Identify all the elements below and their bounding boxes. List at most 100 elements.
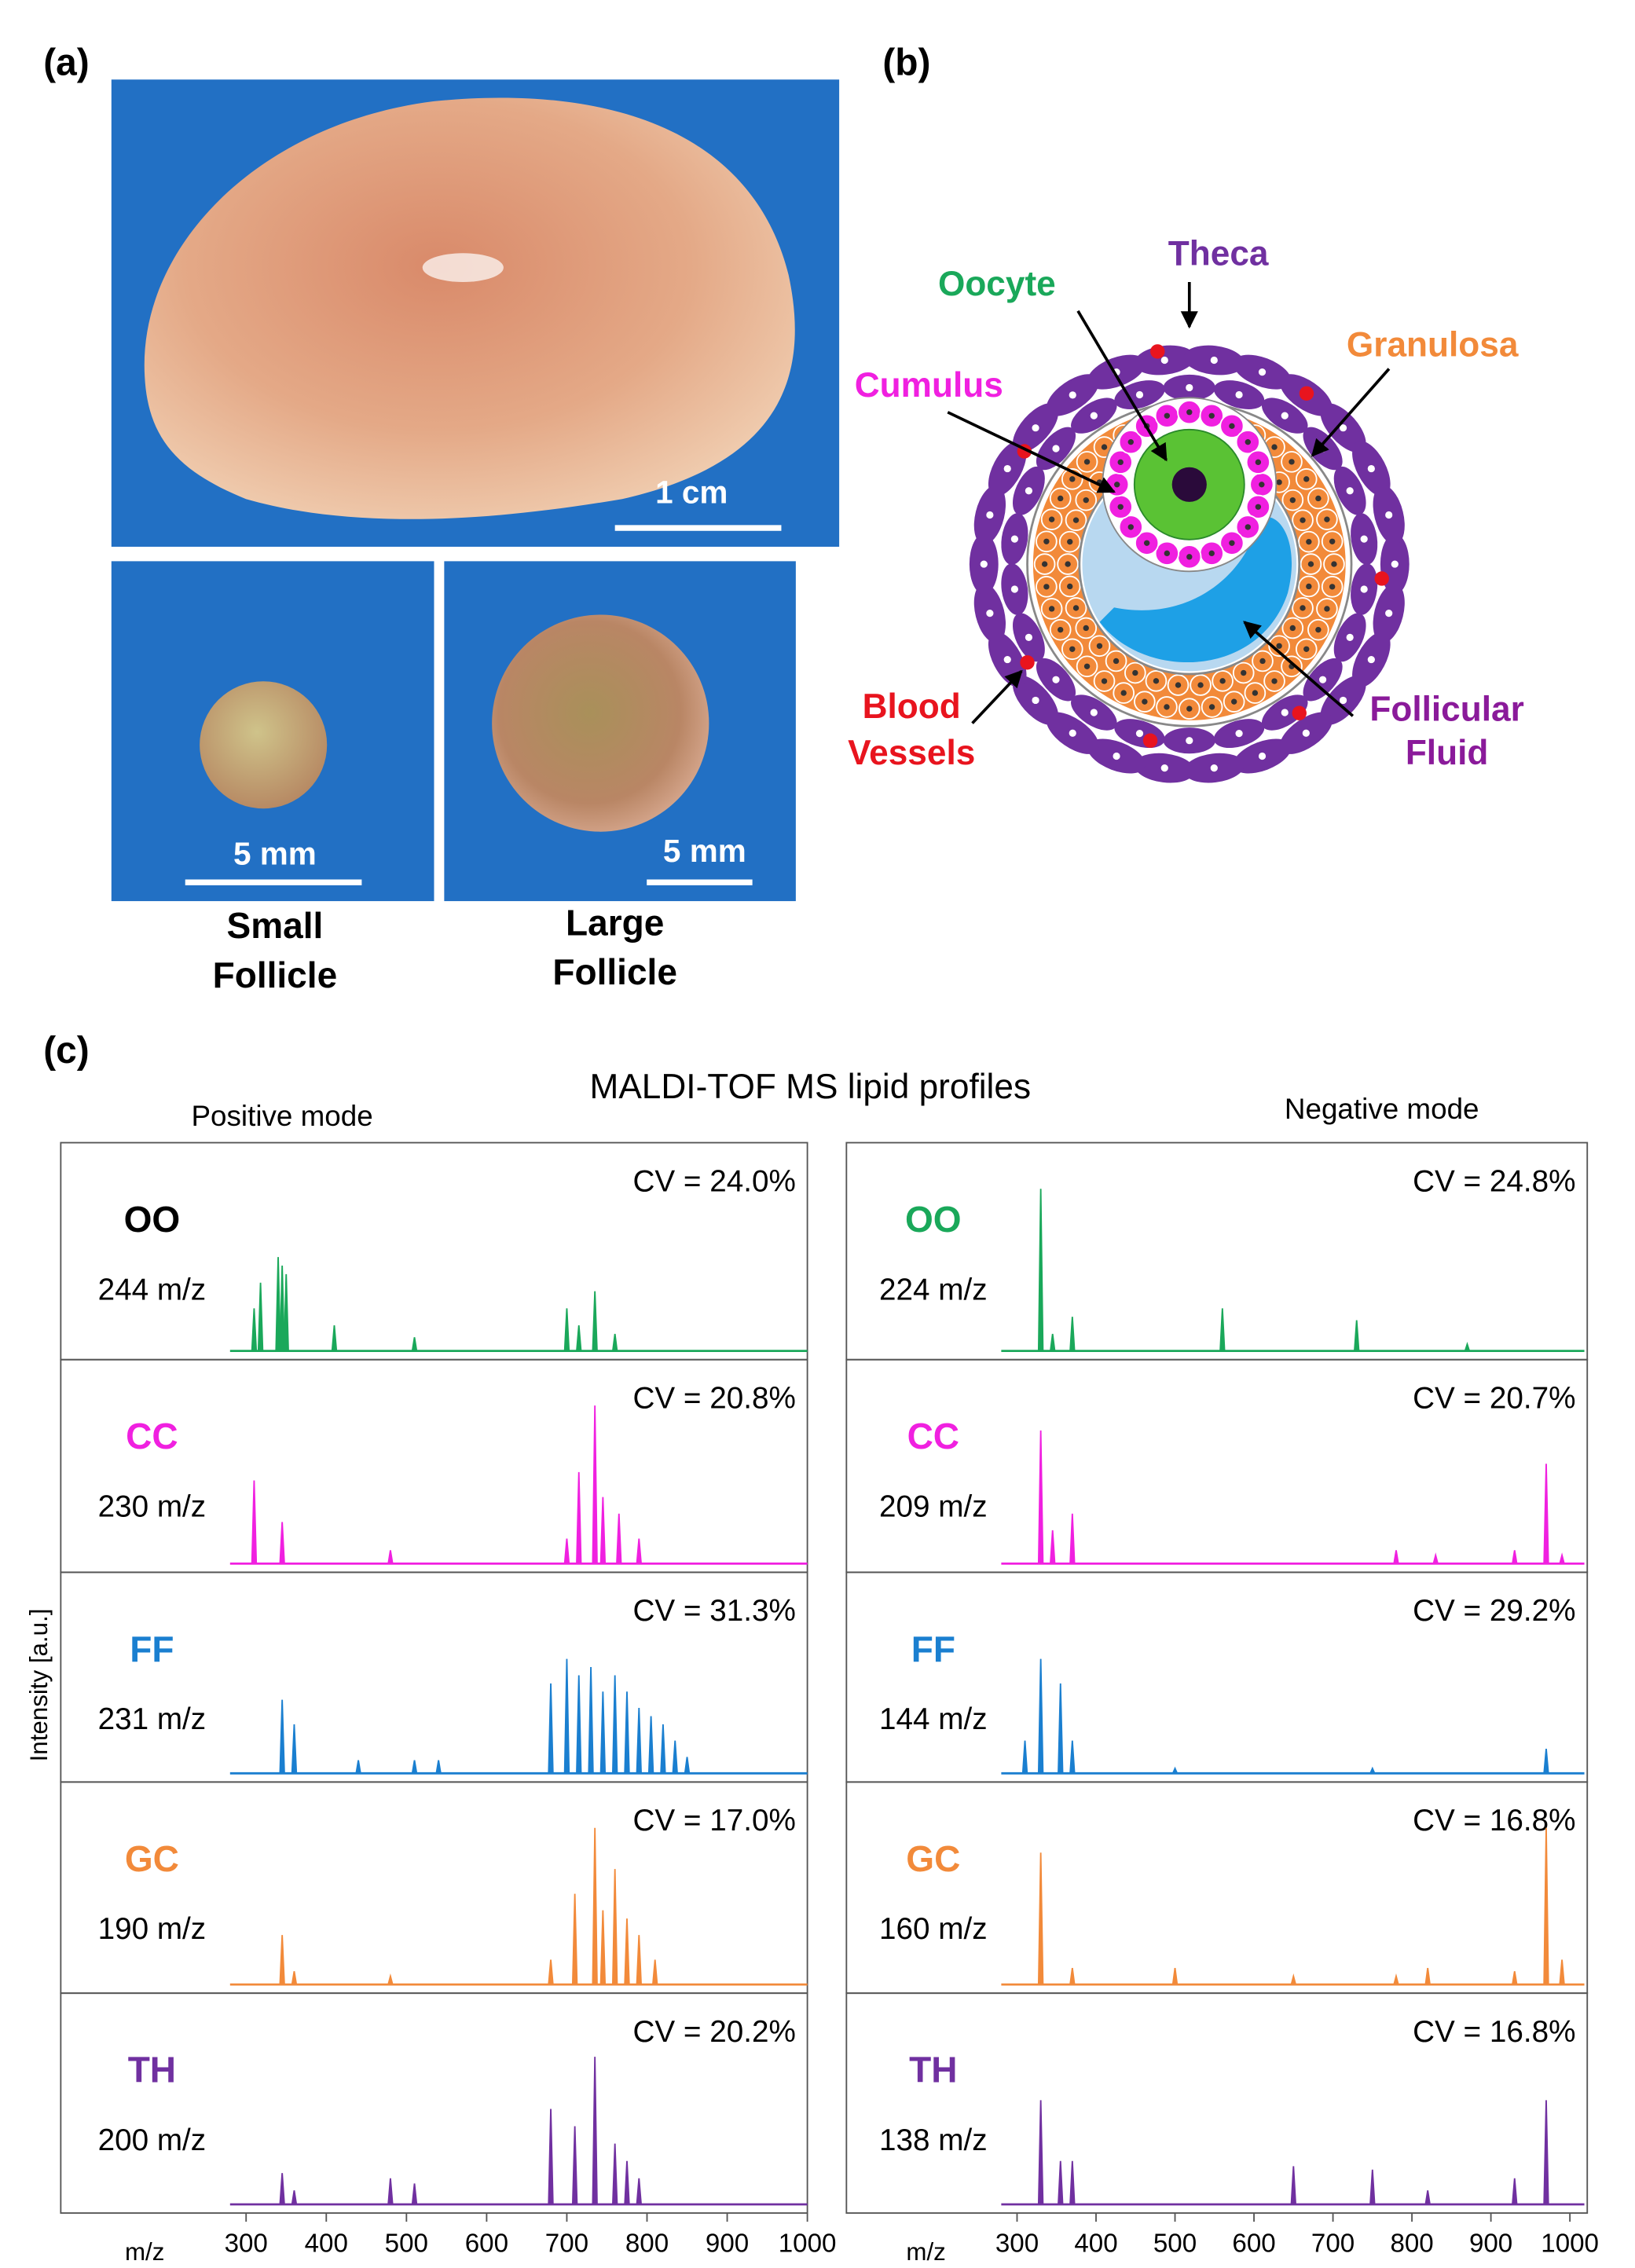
- nucleus: [1025, 633, 1033, 641]
- arrow: [1076, 310, 1168, 462]
- nucleus: [1391, 560, 1399, 568]
- nucleus: [1164, 412, 1171, 419]
- panel-label: (a): [43, 42, 90, 83]
- follicle-diagram: [969, 344, 1410, 783]
- peak: [1424, 1968, 1432, 1986]
- peak: [1021, 1740, 1028, 1775]
- peak: [291, 1724, 298, 1775]
- nucleus: [1083, 625, 1089, 632]
- nucleus: [1281, 412, 1289, 420]
- nucleus: [1101, 678, 1108, 684]
- nucleus: [1127, 524, 1134, 530]
- caption: Follicle: [552, 951, 677, 992]
- nucleus: [1210, 764, 1218, 772]
- panel-label: (b): [882, 42, 930, 83]
- nucleus: [1117, 459, 1124, 466]
- nucleus: [1276, 479, 1282, 485]
- nucleus: [986, 610, 994, 617]
- x-axis-label: m/z: [906, 2238, 945, 2266]
- nucleus: [1300, 517, 1306, 523]
- nucleus: [1346, 487, 1354, 495]
- peak: [1543, 1464, 1549, 1565]
- label: Cumulus: [855, 366, 1003, 405]
- peak: [651, 1959, 658, 1986]
- peak: [283, 1273, 289, 1352]
- nucleus: [1303, 646, 1310, 652]
- peak: [1069, 1968, 1076, 1986]
- small-follicle: [200, 681, 328, 809]
- oocyte-nucleus: [1171, 467, 1207, 502]
- nucleus: [1258, 752, 1267, 760]
- label: Vessels: [848, 734, 975, 772]
- caption: Small: [227, 905, 324, 946]
- peak: [588, 1667, 594, 1775]
- nucleus: [1318, 676, 1327, 683]
- nucleus: [1043, 584, 1050, 590]
- nucleus: [1135, 729, 1144, 738]
- label: Theca: [1168, 235, 1269, 273]
- peak: [592, 2057, 598, 2205]
- peak: [592, 1405, 598, 1565]
- nucleus: [1303, 476, 1310, 482]
- cv-label: CV = 24.8%: [1413, 1164, 1575, 1198]
- scale-label: 5 mm: [233, 836, 317, 872]
- peak: [355, 1760, 361, 1775]
- peak: [291, 2190, 298, 2205]
- panel-label: (c): [43, 1030, 90, 1072]
- peak: [1058, 2160, 1064, 2205]
- arrow: [1311, 368, 1391, 457]
- nucleus: [1058, 626, 1064, 633]
- peak: [411, 1337, 418, 1352]
- nucleus: [1160, 764, 1168, 772]
- peak: [1290, 2166, 1297, 2205]
- peak: [592, 1827, 598, 1986]
- sample-name: FF: [911, 1629, 955, 1669]
- peak: [599, 1910, 607, 1986]
- peak: [279, 1266, 285, 1352]
- nucleus: [1175, 682, 1182, 688]
- nucleus: [1229, 540, 1235, 546]
- mode-label: Positive mode: [191, 1100, 372, 1132]
- peak: [1069, 1740, 1076, 1775]
- mz-label: 138 m/z: [879, 2123, 988, 2157]
- nucleus: [1219, 678, 1226, 684]
- cv-label: CV = 24.0%: [632, 1164, 795, 1198]
- nucleus: [1306, 538, 1312, 545]
- peak: [647, 1716, 654, 1775]
- cv-label: CV = 17.0%: [632, 1804, 795, 1837]
- peak: [1049, 1333, 1056, 1352]
- peak: [636, 2178, 643, 2205]
- nucleus: [1315, 495, 1322, 502]
- nucleus: [1041, 561, 1048, 567]
- nucleus: [1052, 676, 1060, 683]
- nucleus: [1329, 584, 1336, 590]
- peak: [1424, 2190, 1432, 2205]
- nucleus: [1385, 511, 1393, 519]
- peak: [636, 1708, 643, 1775]
- peak: [387, 1550, 394, 1565]
- sample-name: CC: [907, 1416, 959, 1456]
- peak: [571, 1893, 578, 1986]
- x-tick-label: 900: [706, 2229, 749, 2258]
- peak: [1037, 1658, 1044, 1775]
- x-tick-label: 700: [545, 2229, 588, 2258]
- peak: [1543, 1827, 1549, 1986]
- sample-name: TH: [128, 2050, 176, 2090]
- peak: [279, 2173, 285, 2205]
- peak: [548, 1959, 554, 1986]
- nucleus: [1160, 356, 1168, 365]
- nucleus: [1346, 633, 1354, 641]
- nucleus: [1032, 696, 1039, 705]
- x-tick-label: 500: [385, 2229, 428, 2258]
- peak: [636, 1538, 643, 1565]
- mode-label: Negative mode: [1285, 1093, 1479, 1125]
- x-tick-label: 800: [625, 2229, 669, 2258]
- nucleus: [1258, 368, 1267, 376]
- nucleus: [1367, 464, 1375, 473]
- x-tick-label: 600: [1232, 2229, 1275, 2258]
- peak: [624, 1918, 630, 1986]
- blood-vessel: [1150, 344, 1165, 359]
- mz-label: 160 m/z: [879, 1912, 988, 1946]
- scale-label: 1 cm: [655, 474, 728, 510]
